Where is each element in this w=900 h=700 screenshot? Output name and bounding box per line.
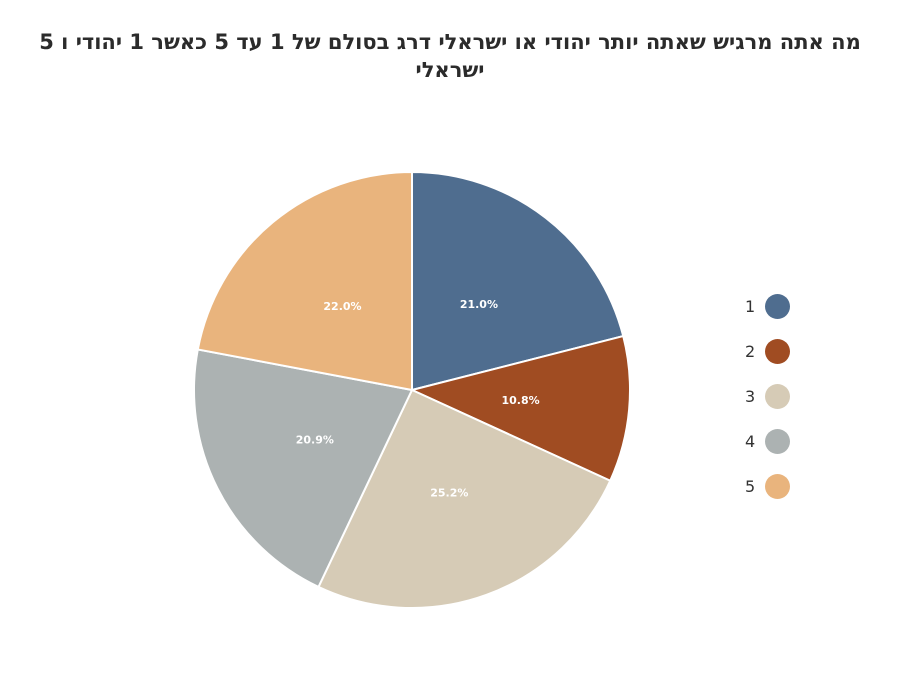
pie-slice-3 (317, 388, 612, 609)
legend-label: 3 (745, 387, 756, 406)
legend-swatch (765, 429, 790, 454)
legend-swatch (765, 339, 790, 364)
legend-swatch (765, 294, 790, 319)
legend-label: 1 (745, 297, 756, 316)
legend-label: 4 (745, 432, 756, 451)
pie-label-3: 25.2% (430, 486, 468, 499)
legend-swatch (765, 474, 790, 499)
legend-item-5: 5 (745, 464, 790, 509)
pie-slice-4 (193, 348, 414, 589)
pie-slice-2 (409, 334, 631, 483)
legend-item-3: 3 (745, 374, 790, 419)
legend-item-1: 1 (745, 284, 790, 329)
pie-slice-5 (196, 170, 413, 392)
pie-label-4: 20.9% (296, 433, 334, 446)
legend-label: 5 (745, 477, 756, 496)
legend-item-4: 4 (745, 419, 790, 464)
pie-label-2: 10.8% (502, 394, 540, 407)
legend-swatch (765, 384, 790, 409)
legend-item-2: 2 (745, 329, 790, 374)
pie-label-5: 22.0% (323, 300, 361, 313)
chart-title: מה אתה מרגיש שאתה יותר יהודי או ישראלי ד… (39, 30, 861, 82)
legend-label: 2 (745, 342, 756, 361)
pie-label-1: 21.0% (460, 298, 498, 311)
chart-legend: 1 2 3 4 5 (745, 284, 790, 509)
pie-slice-1 (411, 170, 625, 392)
